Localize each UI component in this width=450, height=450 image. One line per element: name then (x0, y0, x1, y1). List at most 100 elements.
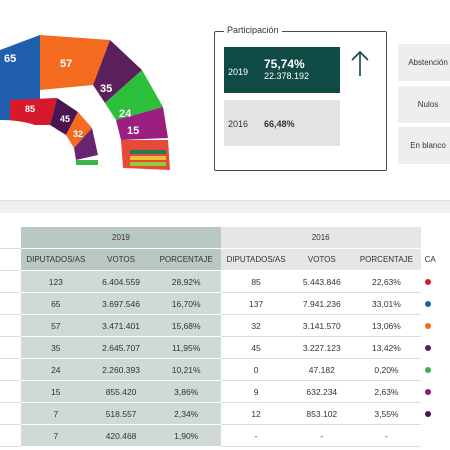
col-diputados-2016[interactable]: DIPUTADOS/AS (220, 248, 292, 271)
arrow-up-icon (351, 50, 369, 76)
cell-candidatura (420, 292, 450, 315)
results-header: 65 57 35 24 15 85 45 32 Participación 20… (0, 0, 450, 200)
row-lead (0, 336, 22, 359)
party-color-dot (424, 366, 431, 373)
cell-votos-2019: 2.645.707 (90, 336, 152, 359)
cell-diputados-2019: 7 (21, 402, 91, 425)
cell-diputados-2016: - (220, 424, 292, 447)
cell-diputados-2019: 15 (21, 380, 91, 403)
cell-votos-2019: 518.557 (90, 402, 152, 425)
cell-diputados-2016: 85 (220, 270, 292, 293)
table-row: 35 2.645.707 11,95% 45 3.227.123 13,42% (0, 336, 450, 359)
cell-porcentaje-2019: 1,90% (151, 424, 221, 447)
row-lead (0, 358, 22, 381)
row-lead (0, 314, 22, 337)
seat-label-85: 85 (25, 104, 35, 114)
cell-votos-2016: 853.102 (291, 402, 353, 425)
cell-candidatura (420, 270, 450, 293)
participation-2019-votes: 22.378.192 (264, 71, 310, 81)
seat-label-15: 15 (127, 125, 139, 137)
cell-porcentaje-2016: 13,42% (352, 336, 421, 359)
hemicycle-inner-green (76, 160, 98, 165)
seat-label-32: 32 (73, 129, 83, 139)
table-row: 15 855.420 3,86% 9 632.234 2,63% (0, 380, 450, 403)
results-table: 2019 2016 DIPUTADOS/AS VOTOS PORCENTAJE … (0, 227, 450, 447)
cell-votos-2019: 855.420 (90, 380, 152, 403)
cell-porcentaje-2016: - (352, 424, 421, 447)
cell-candidatura (420, 314, 450, 337)
hemicycle-outer-green (105, 70, 163, 120)
row-lead (0, 402, 22, 425)
cell-porcentaje-2019: 15,68% (151, 314, 221, 337)
participation-2019-pct: 75,74% (264, 57, 305, 71)
year-2019-label: 2019 (228, 67, 249, 77)
cell-votos-2016: 3.141.570 (291, 314, 353, 337)
abstencion-button[interactable]: Abstención (398, 44, 450, 81)
cell-candidatura (420, 380, 450, 403)
table-row: 57 3.471.401 15,68% 32 3.141.570 13,06% (0, 314, 450, 337)
cell-diputados-2016: 0 (220, 358, 292, 381)
hemicycle-chart: 65 57 35 24 15 85 45 32 (0, 35, 170, 170)
cell-diputados-2016: 32 (220, 314, 292, 337)
col-porcentaje-2019[interactable]: PORCENTAJE (151, 248, 221, 271)
seat-label-45: 45 (60, 114, 70, 124)
section-divider (0, 200, 450, 213)
cell-votos-2016: - (291, 424, 353, 447)
seat-label-65: 65 (4, 53, 16, 65)
col-votos-2016[interactable]: VOTOS (291, 248, 353, 271)
hemicycle-outer-small-2 (130, 150, 166, 154)
hemicycle-outer-purple (93, 40, 142, 103)
seat-label-57: 57 (60, 58, 72, 70)
hemicycle-inner-purple-2 (74, 128, 98, 160)
party-color-dot (424, 300, 431, 307)
row-lead (0, 380, 22, 403)
cell-votos-2019: 2.260.393 (90, 358, 152, 381)
participation-2016-pct: 66,48% (264, 119, 295, 129)
cell-votos-2016: 47.182 (291, 358, 353, 381)
cell-porcentaje-2019: 10,21% (151, 358, 221, 381)
cell-diputados-2016: 9 (220, 380, 292, 403)
cell-diputados-2016: 45 (220, 336, 292, 359)
row-lead (0, 270, 22, 293)
row-lead (0, 424, 22, 447)
table-row: 7 518.557 2,34% 12 853.102 3,55% (0, 402, 450, 425)
year-2016-label: 2016 (228, 119, 249, 129)
cell-votos-2019: 6.404.559 (90, 270, 152, 293)
col-candidatura[interactable]: CA (420, 248, 450, 271)
en-blanco-button[interactable]: En blanco (398, 127, 450, 164)
cell-votos-2016: 7.941.236 (291, 292, 353, 315)
cell-diputados-2019: 65 (21, 292, 91, 315)
participation-panel (214, 31, 387, 171)
col-porcentaje-2016[interactable]: PORCENTAJE (352, 248, 421, 271)
cell-porcentaje-2016: 13,06% (352, 314, 421, 337)
cell-porcentaje-2019: 3,86% (151, 380, 221, 403)
cell-diputados-2019: 7 (21, 424, 91, 447)
year-header-2016: 2016 (220, 227, 421, 249)
cell-diputados-2019: 24 (21, 358, 91, 381)
cell-candidatura (420, 402, 450, 425)
hemicycle-outer-small-4 (130, 162, 166, 166)
year-header-2019: 2019 (21, 227, 221, 249)
participation-2016-card[interactable]: 2016 66,48% (224, 100, 340, 146)
nulos-button[interactable]: Nulos (398, 86, 450, 123)
participation-title: Participación (224, 25, 282, 35)
hemicycle-inner-void (0, 120, 75, 165)
cell-porcentaje-2016: 33,01% (352, 292, 421, 315)
table-row: 123 6.404.559 28,92% 85 5.443.846 22,63% (0, 270, 450, 293)
cell-porcentaje-2019: 2,34% (151, 402, 221, 425)
hemicycle-inner-blue (0, 100, 10, 125)
cell-porcentaje-2019: 11,95% (151, 336, 221, 359)
table-row: 7 420.468 1,90% - - - (0, 424, 450, 447)
hemicycle-outer-blue (0, 35, 40, 100)
col-diputados-2019[interactable]: DIPUTADOS/AS (21, 248, 91, 271)
cell-votos-2019: 3.697.546 (90, 292, 152, 315)
hemicycle-outer-orange (40, 35, 110, 90)
participation-2019-card[interactable]: 2019 75,74% 22.378.192 (224, 47, 340, 93)
cell-candidatura (420, 336, 450, 359)
cell-votos-2019: 420.468 (90, 424, 152, 447)
col-votos-2019[interactable]: VOTOS (90, 248, 152, 271)
cell-diputados-2016: 137 (220, 292, 292, 315)
hemicycle-inner-red (10, 98, 57, 125)
cell-porcentaje-2016: 2,63% (352, 380, 421, 403)
hemicycle-outer-magenta (116, 107, 168, 140)
